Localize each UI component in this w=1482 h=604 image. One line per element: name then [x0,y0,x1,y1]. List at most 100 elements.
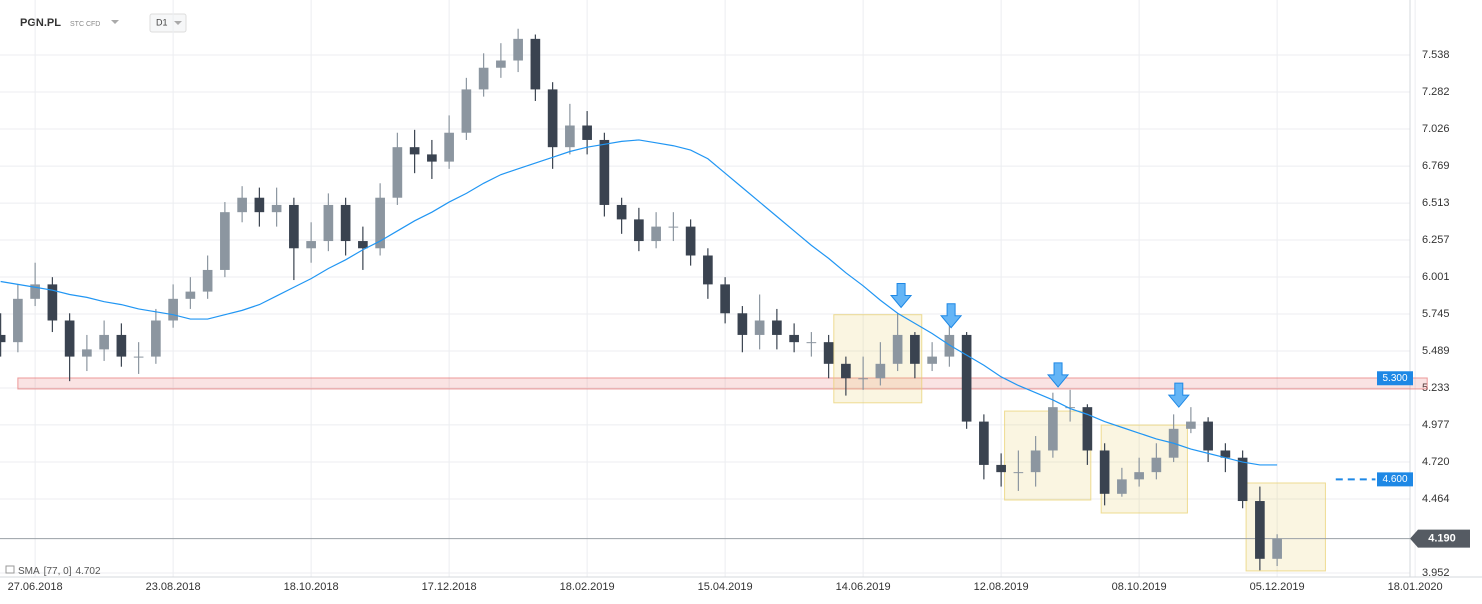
y-tick-label: 6.001 [1422,271,1450,283]
candle-body [806,342,817,344]
candle-body [323,204,334,242]
candle-body [582,125,592,140]
candle-body [271,204,282,213]
candle-body [478,67,489,90]
candle-body [720,284,730,314]
candle-body [910,334,920,364]
last-price-box [1410,529,1470,548]
last-price-label: 4.190 [1428,532,1456,544]
candle-body [513,38,523,61]
signal-arrow [1046,362,1070,388]
legend-last-value: 4.702 [75,566,100,577]
candle-body [133,356,144,358]
candle-body [927,356,937,364]
y-tick-label: 4.977 [1422,419,1450,431]
candle-body [1151,457,1162,473]
level-label: 4.600 [1382,474,1407,485]
candle-body [375,197,385,249]
signal-arrow [1167,382,1190,408]
candle-body [151,320,161,357]
candle-body [1030,450,1041,473]
candle-body [841,363,851,379]
candle-body [1203,421,1213,451]
instrument-type: STC CFD [70,21,100,28]
signal-arrow [890,282,913,309]
candle-body [47,284,58,321]
x-tick-label: 14.06.2019 [836,581,891,593]
candle-body [289,204,299,249]
symbol-dropdown[interactable] [111,20,119,24]
y-tick-label: 5.233 [1422,382,1450,394]
candle-body [168,298,178,321]
candle-body [703,255,713,285]
candle-body [340,204,351,242]
highlight-zone [17,377,1428,390]
candle-body [996,464,1006,473]
y-tick-label: 6.257 [1422,234,1450,246]
candle-body [875,363,886,379]
candle-body [1013,472,1024,474]
y-tick-label: 4.720 [1422,456,1450,468]
candle-body [409,147,420,155]
candle-body [30,284,40,299]
interval-caret [174,21,182,25]
candle-body [616,204,627,220]
x-tick-label: 18.10.2018 [284,581,339,593]
candle-body [1117,479,1127,494]
interval: D1 [156,17,168,27]
candle-body [1048,407,1058,451]
candle-body [634,219,644,242]
legend-params: [77, 0] [44,566,72,577]
candle-body [1099,450,1110,494]
level-label: 5.300 [1382,373,1407,384]
x-tick-label: 05.12.2019 [1250,581,1305,593]
candle-body [461,89,472,133]
candle-body [64,320,75,357]
level-label-box [1377,472,1413,487]
candle-body [1237,457,1248,502]
x-tick-label: 08.10.2019 [1112,581,1167,593]
candle-body [116,334,127,357]
candle-body [1065,407,1075,409]
y-tick-label: 6.769 [1422,160,1450,172]
candle-body [547,89,558,148]
legend-name: SMA [18,566,40,577]
candle-body [530,38,541,90]
symbol: PGN.PL [20,17,61,29]
interval-select[interactable] [149,13,187,33]
candle-body [1186,421,1196,429]
candle-body [444,132,454,162]
candle-body [651,226,661,242]
legend: SMA [77, 0] 4.702 [18,566,101,577]
candle-body [0,334,6,343]
candle-body [13,298,23,343]
y-tick-label: 6.513 [1422,197,1450,209]
candle-body [944,334,955,357]
candle-body [82,349,92,357]
x-tick-label: 18.02.2019 [560,581,615,593]
candle-body [427,154,437,162]
candle-body [858,378,868,380]
candle-body [979,421,989,465]
y-tick-label: 4.464 [1422,493,1450,505]
candle-body [1134,472,1144,480]
highlight-zone [833,314,923,404]
candle-body [202,269,213,292]
candle-body [358,241,368,249]
candle-body [496,60,506,68]
candle-body [599,139,610,205]
y-tick-label: 5.745 [1422,308,1450,320]
candle-body [789,334,799,343]
candle-body [737,313,748,335]
x-tick-label: 18.01.2020 [1388,581,1443,593]
y-tick-label: 7.026 [1422,123,1450,135]
highlight-zone [1004,410,1092,501]
candle-body [220,212,230,270]
x-tick-label: 23.08.2018 [146,581,201,593]
candle-body [754,320,765,335]
legend-icon [5,565,15,574]
sma-line [0,139,1278,466]
candle-body [392,147,403,198]
candle-body [668,226,679,228]
